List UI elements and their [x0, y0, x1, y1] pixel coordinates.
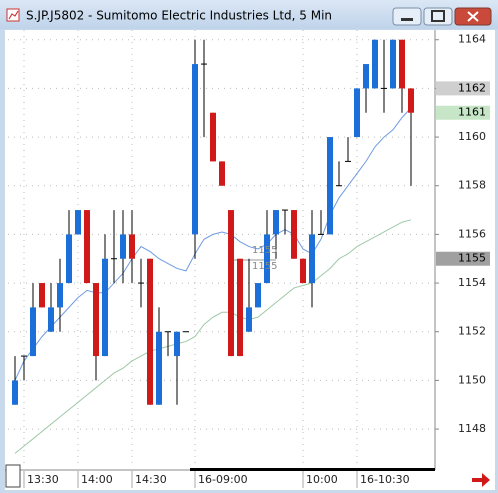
candle-body [174, 331, 180, 357]
x-tick-label: 14:00 [81, 473, 113, 486]
price-marker-label: 1162 [458, 81, 486, 94]
scroll-arrow[interactable] [472, 473, 490, 487]
candle-body [138, 282, 144, 284]
x-tick-label: 16-09:00 [198, 473, 248, 486]
candle-body [156, 331, 162, 405]
price-marker [436, 81, 490, 96]
candle-body [327, 137, 333, 235]
price-marker [436, 251, 490, 266]
x-tick-label: 13:30 [27, 473, 59, 486]
candle-body [273, 210, 279, 235]
candle-body [345, 160, 351, 162]
candle-body [300, 258, 306, 284]
price-marker [436, 105, 490, 120]
minimize-glyph [401, 18, 413, 21]
candle-body [237, 258, 243, 357]
candle-body [219, 161, 225, 186]
annotation: 1155 [252, 245, 277, 256]
scroll-box[interactable] [5, 464, 21, 488]
x-tick-label: 16-10:30 [360, 473, 410, 486]
candle-body [192, 64, 198, 235]
candle-body [282, 209, 288, 211]
candle-body [354, 88, 360, 138]
moving-average [14, 107, 412, 381]
candle-body [12, 380, 18, 405]
close-glyph [467, 11, 479, 22]
candle-body [390, 39, 396, 89]
candle-body [210, 112, 216, 162]
candle-body [129, 234, 135, 259]
candle-body [399, 39, 405, 89]
price-marker-label: 1161 [458, 106, 486, 119]
y-tick-label: 1158 [458, 179, 486, 192]
y-tick-label: 1164 [458, 33, 486, 46]
session-bar [190, 468, 435, 471]
candle-body [21, 355, 27, 357]
minimize-button[interactable] [392, 7, 422, 26]
candle-body [309, 234, 315, 284]
y-tick-label: 1152 [458, 325, 486, 338]
candle-body [30, 307, 36, 357]
candle-body [84, 210, 90, 284]
candle-body [66, 234, 72, 284]
y-tick-label: 1160 [458, 130, 486, 143]
plot: 1148 1150 1152 1154 1156 1158 1160 1162 1164 13:3… [8, 30, 490, 488]
candle-body [102, 258, 108, 357]
app-icon-glyph [8, 10, 19, 20]
candle-body [336, 185, 342, 187]
x-tick-label: 10:00 [306, 473, 338, 486]
candle-body [264, 234, 270, 284]
candle-body [183, 331, 189, 333]
candle-body [408, 88, 414, 113]
candle-body [228, 210, 234, 357]
candle-body [165, 331, 171, 333]
candle-body [255, 283, 261, 308]
y-tick-label: 1154 [458, 276, 486, 289]
candle-body [381, 87, 387, 89]
candle-body [372, 39, 378, 89]
candle-body [57, 283, 63, 308]
price-marker-label: 1155 [458, 252, 486, 265]
candle-body [120, 234, 126, 259]
candle-body [75, 210, 81, 235]
maximize-glyph [431, 10, 445, 22]
y-tick-label: 1156 [458, 227, 486, 240]
candle-body [147, 258, 153, 405]
candle-body [318, 233, 324, 235]
candle-body [111, 258, 117, 260]
annotation: 1155 [252, 261, 277, 272]
y-tick-label: 1148 [458, 422, 486, 435]
window-title: S.JP.J5802 - Sumitomo Electric Industrie… [26, 9, 332, 23]
candle-body [93, 283, 99, 357]
moving-average [14, 219, 412, 454]
x-tick-label: 14:30 [135, 473, 167, 486]
candle-body [246, 307, 252, 332]
candle-body [291, 210, 297, 259]
y-tick-label: 1150 [458, 373, 486, 386]
candle-body [39, 283, 45, 308]
candle-body [363, 64, 369, 89]
candle-body [201, 63, 207, 65]
candle-body [48, 307, 54, 332]
